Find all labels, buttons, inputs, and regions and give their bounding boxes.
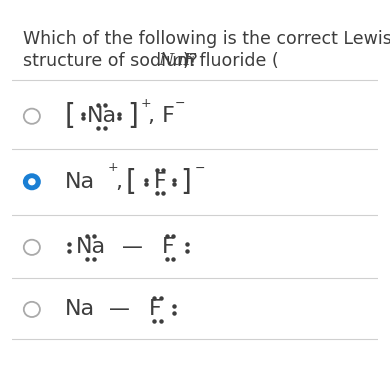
Text: ]: ] — [127, 102, 138, 130]
Text: −: − — [175, 97, 185, 110]
Text: NaF: NaF — [158, 52, 196, 69]
Text: —: — — [122, 237, 143, 257]
Text: F: F — [154, 172, 167, 192]
Text: structure of sodium fluoride (: structure of sodium fluoride ( — [23, 52, 278, 70]
Circle shape — [29, 179, 35, 185]
Text: )?: )? — [182, 52, 198, 70]
Text: −: − — [194, 161, 205, 174]
Text: Na: Na — [65, 299, 95, 319]
Text: [: [ — [125, 168, 136, 196]
Text: +: + — [108, 161, 119, 174]
Circle shape — [24, 174, 40, 189]
Text: F: F — [149, 299, 162, 319]
Text: Na: Na — [65, 172, 95, 192]
Text: F: F — [162, 237, 175, 257]
Text: Na: Na — [87, 106, 117, 126]
Text: —: — — [109, 299, 130, 319]
Text: Which of the following is the correct Lewis: Which of the following is the correct Le… — [23, 30, 390, 48]
Text: ,: , — [115, 172, 122, 192]
Text: ]: ] — [180, 168, 191, 196]
Text: [: [ — [65, 102, 76, 130]
Text: , F: , F — [149, 106, 176, 126]
Text: Na: Na — [76, 237, 106, 257]
Text: +: + — [141, 97, 152, 110]
